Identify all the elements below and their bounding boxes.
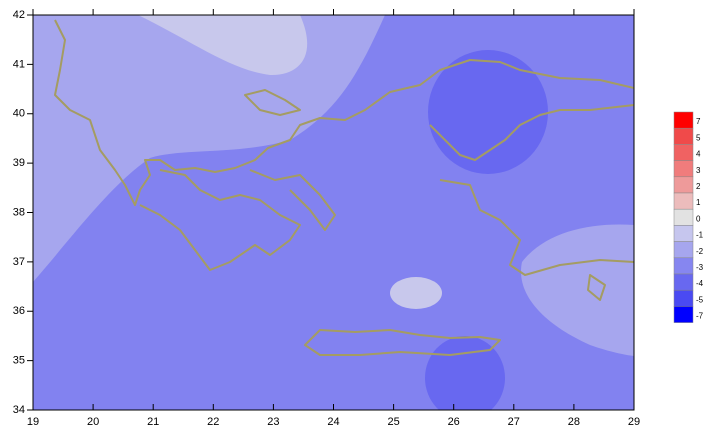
- contour-region: [33, 15, 385, 282]
- y-tick-label: 34: [13, 404, 25, 416]
- y-tick-label: 38: [13, 206, 25, 218]
- x-tick-label: 24: [327, 416, 339, 426]
- y-tick-label: 42: [13, 9, 25, 21]
- coastlines: [54, 19, 634, 356]
- colorbar-swatch: [673, 225, 694, 242]
- contour-region: [520, 224, 634, 356]
- y-tick-label: 37: [13, 256, 25, 268]
- colorbar-swatch: [673, 176, 694, 194]
- x-tick-label: 29: [628, 416, 640, 426]
- colorbar-label: -3: [696, 263, 704, 272]
- x-tick-label: 28: [568, 416, 580, 426]
- colorbar-swatch: [673, 306, 694, 323]
- colorbar-swatch: [673, 208, 694, 226]
- colorbar-swatch: [673, 257, 694, 275]
- colorbar-label: 1: [696, 198, 701, 207]
- colorbar-swatch: [673, 241, 694, 259]
- colorbar-swatch: [673, 289, 694, 307]
- x-tick-label: 20: [87, 416, 99, 426]
- x-tick-label: 27: [508, 416, 520, 426]
- y-tick-label: 35: [13, 355, 25, 367]
- colorbar-label: 0: [696, 214, 701, 223]
- contour-region: [138, 15, 308, 76]
- contour-region: [428, 50, 548, 174]
- colorbar-swatch: [673, 127, 694, 145]
- colorbar-label: -7: [696, 312, 704, 321]
- colorbar-label: 2: [696, 182, 701, 191]
- colorbar-swatch: [673, 192, 694, 210]
- colorbar-label: -5: [696, 295, 704, 304]
- colorbar-label: 7: [696, 117, 701, 126]
- y-tick-label: 36: [13, 305, 25, 317]
- contour-field: [33, 15, 634, 410]
- colorbar-label: 4: [696, 150, 701, 159]
- y-tick-label: 41: [13, 58, 25, 70]
- x-tick-label: 19: [27, 416, 39, 426]
- colorbar-label: -2: [696, 247, 704, 256]
- x-tick-label: 26: [448, 416, 460, 426]
- y-tick-label: 39: [13, 157, 25, 169]
- x-tick-label: 23: [267, 416, 279, 426]
- x-tick-label: 22: [207, 416, 219, 426]
- colorbar-label: 5: [696, 133, 701, 142]
- y-tick-label: 40: [13, 108, 25, 120]
- colorbar-swatch: [673, 160, 694, 178]
- colorbar-swatch: [673, 111, 694, 129]
- colorbar-label: -4: [696, 279, 704, 288]
- x-tick-label: 25: [387, 416, 399, 426]
- contour-region: [390, 277, 442, 309]
- colorbar-label: 3: [696, 166, 701, 175]
- colorbar-swatch: [673, 273, 694, 291]
- colorbar-label: -1: [696, 231, 704, 240]
- colorbar-swatch: [673, 144, 694, 161]
- x-tick-label: 21: [147, 416, 159, 426]
- contour-region: [425, 336, 505, 410]
